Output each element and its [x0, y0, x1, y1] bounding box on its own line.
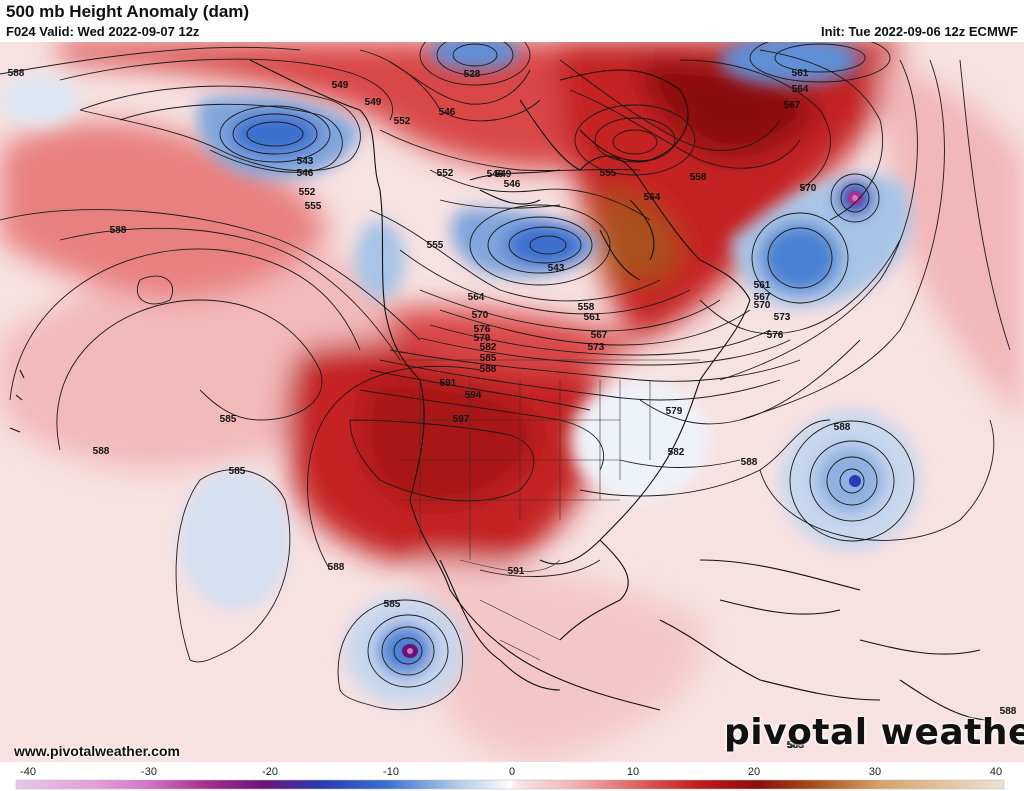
contour-label: 561	[584, 312, 601, 323]
website-credit: www.pivotalweather.com	[14, 743, 180, 759]
contour-label: 585	[220, 414, 237, 425]
contour-label: 552	[299, 187, 316, 198]
contour-label: 564	[792, 84, 809, 95]
contour-label: 528	[464, 69, 481, 80]
height-contours	[0, 42, 1011, 711]
contour-label: 588	[328, 562, 345, 573]
contour-label: 591	[440, 378, 457, 389]
contour-label: 588	[787, 740, 804, 751]
anomaly-map: 588 549 549 528 546 552 561 564 567 543 546 552 555 5…	[0, 42, 1024, 762]
contour-label: 588	[834, 422, 851, 433]
contour-label: 573	[588, 342, 605, 353]
colorbar-tick-label: 10	[627, 766, 639, 778]
contour-label: 561	[792, 68, 809, 79]
contour-label: 546	[439, 107, 456, 118]
contour-label: 588	[741, 457, 758, 468]
contour-label: 567	[784, 100, 801, 111]
contour-label: 588	[110, 225, 127, 236]
map-header: 500 mb Height Anomaly (dam) F024 Valid: …	[0, 0, 1024, 42]
contour-label: 552	[394, 116, 411, 127]
contour-label: 555	[600, 168, 617, 179]
contour-label: 588	[1000, 706, 1017, 717]
contour-label: 564	[468, 292, 485, 303]
contour-label: 576	[767, 330, 784, 341]
contour-label: 570	[472, 310, 489, 321]
contour-label: 561	[754, 280, 771, 291]
contour-label: 555	[305, 201, 322, 212]
colorbar-gradient	[15, 779, 1005, 790]
contour-label: 567	[591, 330, 608, 341]
contour-label: 570	[754, 300, 771, 311]
coastlines	[9, 59, 991, 721]
contour-label: 585	[384, 599, 401, 610]
contour-label: 558	[578, 302, 595, 313]
colorbar-tick-label: 0	[509, 766, 515, 778]
contour-label: 558	[690, 172, 707, 183]
contour-label: 579	[474, 333, 491, 344]
contour-label: 573	[774, 312, 791, 323]
contour-label: 582	[668, 447, 685, 458]
contour-label: 585	[229, 466, 246, 477]
colorbar-tick-label: -20	[262, 766, 278, 778]
valid-time: F024 Valid: Wed 2022-09-07 12z	[6, 24, 200, 39]
political-borders	[400, 359, 700, 661]
contour-label: 582	[480, 342, 497, 353]
colorbar: -40 -30 -20 -10 0 10 20 30 40	[14, 762, 1010, 791]
brand-logo: pivotal weather	[724, 712, 1024, 753]
colorbar-tick-label: 30	[869, 766, 881, 778]
contour-label: 546	[504, 179, 521, 190]
contour-label: 594	[465, 390, 482, 401]
map-title: 500 mb Height Anomaly (dam)	[6, 2, 250, 21]
contour-label: 588	[93, 446, 110, 457]
contour-label: 546	[487, 169, 504, 180]
contour-label: 555	[427, 240, 444, 251]
contour-label: 549	[365, 97, 382, 108]
contour-label: 543	[297, 156, 314, 167]
contour-label: 552	[437, 168, 454, 179]
contour-label: 597	[453, 414, 470, 425]
contour-label: 576	[474, 324, 491, 335]
init-time: Init: Tue 2022-09-06 12z ECMWF	[821, 24, 1018, 39]
contour-label: 588	[480, 364, 497, 375]
contour-label: 570	[800, 183, 817, 194]
contour-label: 588	[8, 68, 25, 79]
contour-label: 546	[297, 168, 314, 179]
contour-labels: 5885495495285465525615645675435465525555…	[8, 68, 1017, 751]
colorbar-tick-label: -40	[20, 766, 36, 778]
colorbar-tick-label: -30	[141, 766, 157, 778]
colorbar-tick-label: 40	[990, 766, 1002, 778]
contour-label: 585	[480, 353, 497, 364]
contour-label: 564	[644, 192, 661, 203]
storm-centers	[402, 191, 862, 658]
contour-label: 549	[332, 80, 349, 91]
contour-label: 567	[754, 292, 771, 303]
colorbar-tick-label: -10	[383, 766, 399, 778]
contour-label: 591	[508, 566, 525, 577]
contour-label: 579	[666, 406, 683, 417]
colorbar-tick-label: 20	[748, 766, 760, 778]
contour-label: 585	[788, 740, 805, 751]
contour-label: 543	[548, 263, 565, 274]
contour-label: 549	[495, 169, 512, 180]
